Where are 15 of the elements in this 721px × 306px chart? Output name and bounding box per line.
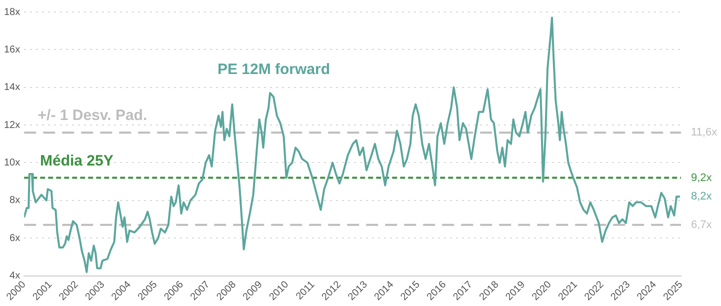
y-tick-label: 6x <box>10 232 20 244</box>
y-tick-label: 14x <box>4 82 20 94</box>
y-tick-label: 8x <box>10 195 20 206</box>
y-tick-label: 10x <box>4 157 20 168</box>
y-tick-label: 4x <box>10 270 20 282</box>
data-label: 8,2x <box>691 190 712 203</box>
ref-line-label: 9,2x <box>691 172 712 184</box>
annotation: Média 25Y <box>40 152 114 170</box>
y-tick-label: 16x <box>4 44 20 56</box>
annotation: +/- 1 Desv. Pad. <box>38 107 148 124</box>
ref-line-label: 11,6x <box>691 126 718 139</box>
ref-line-label: 6,7x <box>691 218 712 231</box>
y-tick-label: 12x <box>4 120 20 131</box>
series-label: PE 12M forward <box>217 61 330 78</box>
y-tick-label: 18x <box>4 6 20 18</box>
